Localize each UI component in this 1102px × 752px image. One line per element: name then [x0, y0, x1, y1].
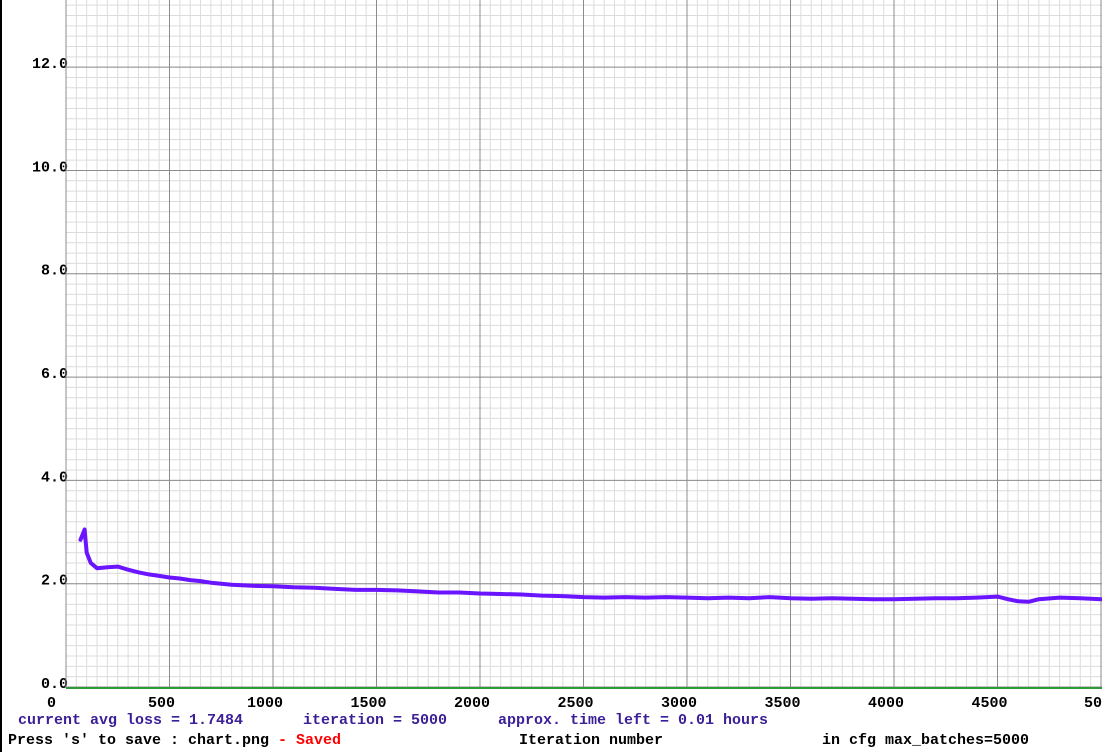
- x-tick-label: 500: [148, 695, 175, 712]
- save-hint: Press 's' to save : chart.png: [8, 732, 269, 749]
- x-tick-label: 1500: [350, 695, 386, 712]
- x-axis-label: Iteration number: [519, 732, 663, 749]
- x-tick-label: 4000: [868, 695, 904, 712]
- x-tick-label: 1000: [247, 695, 283, 712]
- saved-status: - Saved: [278, 732, 341, 749]
- x-tick-label: 2500: [557, 695, 593, 712]
- iteration: iteration = 5000: [303, 712, 447, 729]
- loss-line: [78, 527, 1102, 604]
- x-tick-label: 0: [47, 695, 56, 712]
- y-tick-label: 8.0: [41, 263, 68, 280]
- y-tick-label: 6.0: [41, 366, 68, 383]
- y-tick-label: 10.0: [32, 159, 68, 176]
- y-tick-label: 0.0: [41, 676, 68, 693]
- y-tick-label: 2.0: [41, 573, 68, 590]
- x-tick-label: 3000: [661, 695, 697, 712]
- time-left: approx. time left = 0.01 hours: [498, 712, 768, 729]
- y-tick-label: 12.0: [32, 56, 68, 73]
- x-tick-label: 50: [1084, 695, 1102, 712]
- y-tick-label: 4.0: [41, 469, 68, 486]
- x-tick-label: 2000: [454, 695, 490, 712]
- avg-loss: current avg loss = 1.7484: [18, 712, 243, 729]
- x-tick-label: 3500: [764, 695, 800, 712]
- x-tick-label: 4500: [971, 695, 1007, 712]
- max-batches: in cfg max_batches=5000: [822, 732, 1029, 749]
